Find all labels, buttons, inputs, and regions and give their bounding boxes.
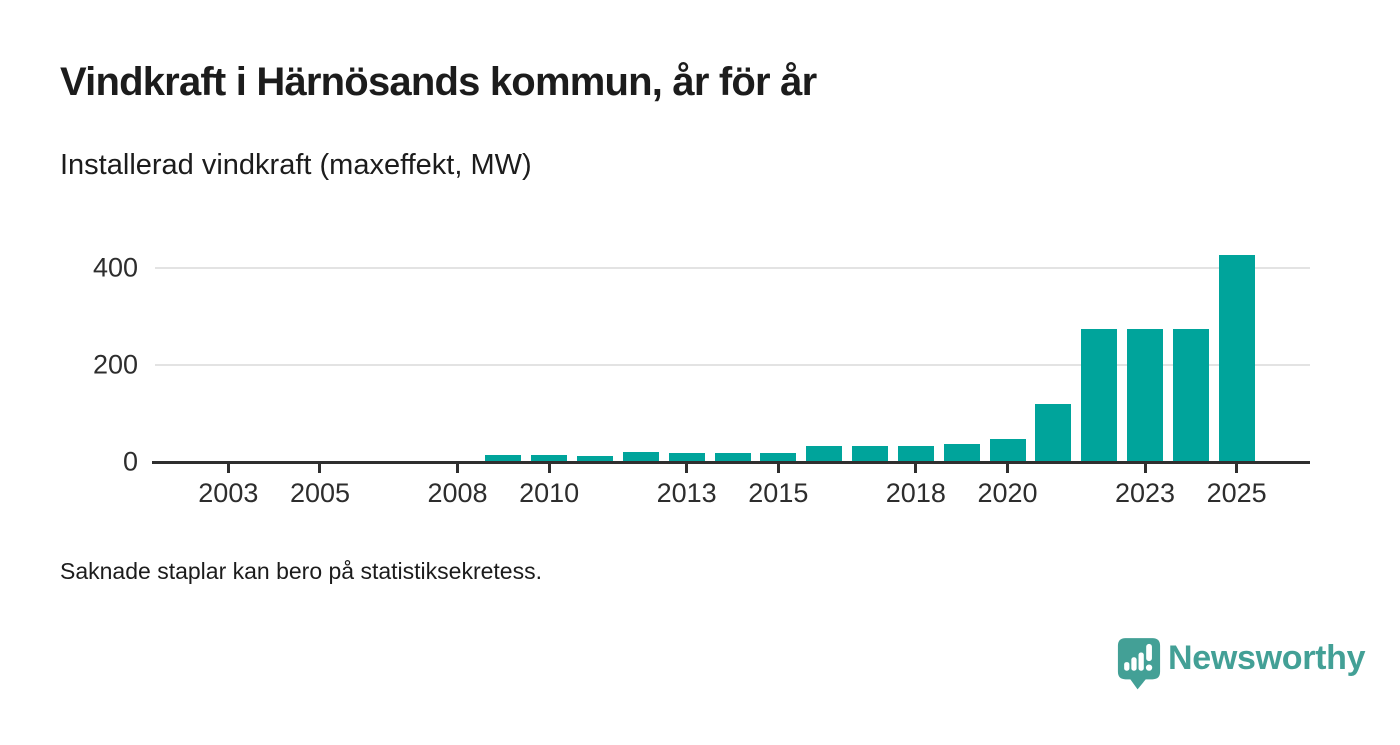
newsworthy-wordmark: Newsworthy	[1168, 639, 1366, 677]
x-tick-label-2023: 2023	[1114, 478, 1176, 508]
gridline-400	[155, 267, 1310, 269]
bar-2014	[715, 453, 751, 462]
bar-2013	[669, 453, 705, 462]
chart-subtitle: Installerad vindkraft (maxeffekt, MW)	[60, 149, 532, 181]
gridline-200	[155, 364, 1310, 366]
x-tick-label-2020: 2020	[977, 478, 1038, 508]
x-tick-label-2018: 2018	[885, 478, 946, 508]
newsworthy-bubble-chart-icon	[1117, 638, 1161, 690]
x-tick-label-2008: 2008	[427, 478, 488, 508]
x-axis-line	[152, 461, 1310, 464]
bar-2015	[760, 453, 796, 462]
bar-2021	[1035, 404, 1071, 462]
x-tick-label-2015: 2015	[748, 478, 809, 508]
bar-2024	[1173, 329, 1209, 462]
x-tick-label-2010: 2010	[519, 478, 580, 508]
bar-2016	[806, 446, 842, 462]
bar-2018	[898, 446, 934, 462]
x-tick-2018	[914, 464, 917, 473]
x-tick-label-2005: 2005	[289, 478, 351, 508]
x-tick-2013	[685, 464, 688, 473]
x-tick-2025	[1235, 464, 1238, 473]
bar-2010	[531, 455, 567, 462]
bar-2019	[944, 444, 980, 462]
bar-2011	[577, 456, 613, 462]
bar-2009	[485, 455, 521, 462]
x-tick-label-2003: 2003	[198, 478, 259, 508]
x-tick-2023	[1144, 464, 1147, 473]
x-tick-2003	[227, 464, 230, 473]
x-tick-2005	[318, 464, 321, 473]
bar-2023	[1127, 329, 1163, 462]
y-axis-label-0: 0	[122, 446, 138, 477]
chart-title: Vindkraft i Härnösands kommun, år för år	[60, 60, 817, 104]
y-axis-label-200: 200	[92, 349, 138, 380]
bar-2012	[623, 452, 659, 462]
x-tick-2015	[777, 464, 780, 473]
x-tick-label-2025: 2025	[1206, 478, 1267, 508]
bar-2025	[1219, 255, 1255, 462]
y-axis-label-400: 400	[92, 252, 138, 283]
bar-2022	[1081, 329, 1117, 462]
x-tick-2010	[548, 464, 551, 473]
footnote: Saknade staplar kan bero på statistiksek…	[60, 558, 542, 584]
bar-2017	[852, 446, 888, 462]
x-tick-2008	[456, 464, 459, 473]
x-tick-2020	[1006, 464, 1009, 473]
x-tick-label-2013: 2013	[656, 478, 717, 508]
bar-2020	[990, 439, 1026, 462]
